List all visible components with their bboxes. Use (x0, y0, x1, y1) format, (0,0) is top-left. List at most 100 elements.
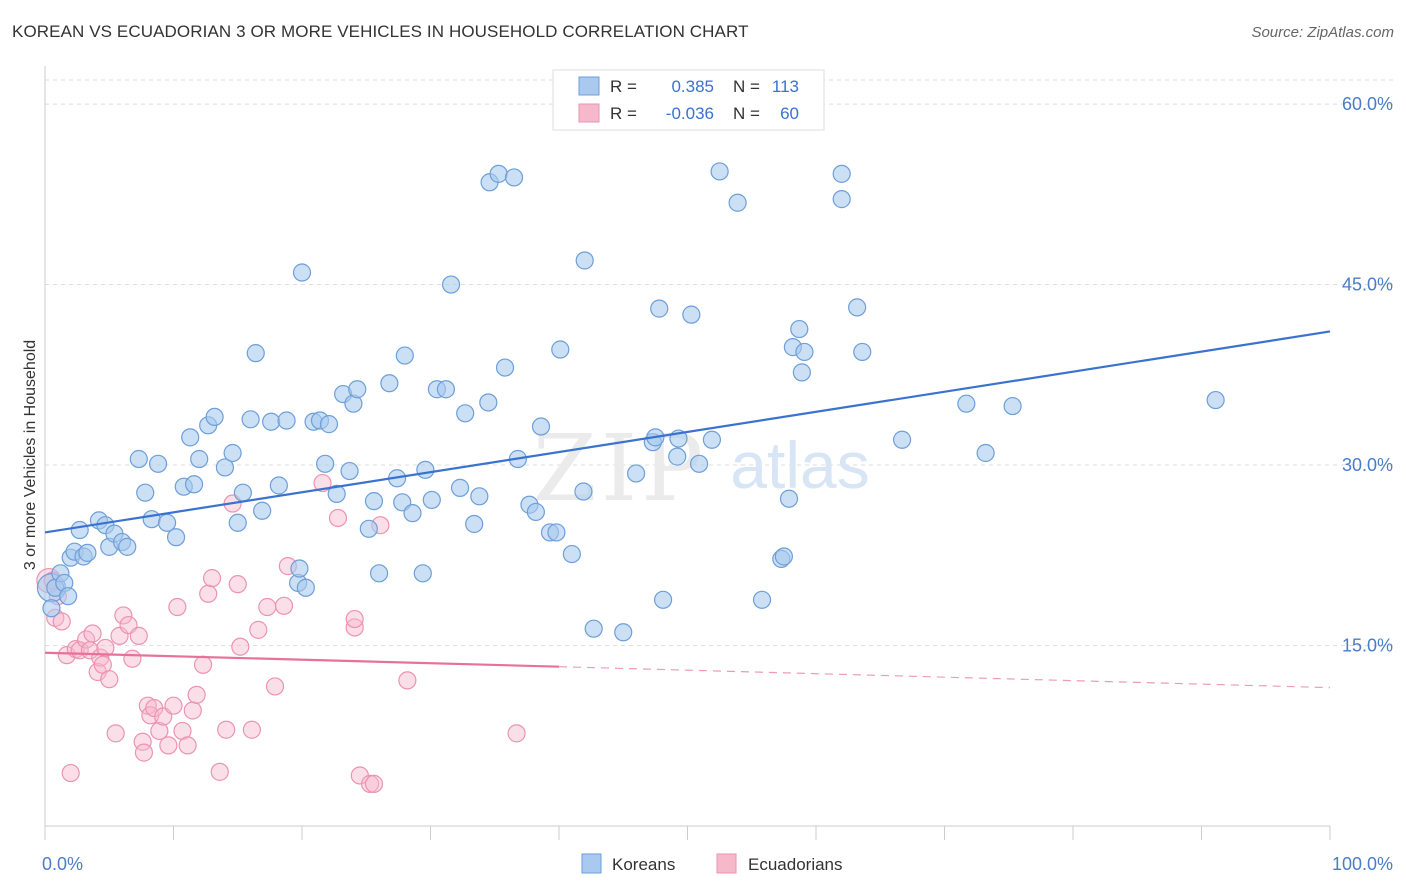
legend-koreans-r-label: R = (610, 77, 637, 96)
korean-point (59, 587, 78, 606)
korean-point (465, 514, 484, 534)
korean-point (359, 519, 378, 538)
korean-point (416, 460, 435, 479)
ecuadorian-point (114, 606, 133, 625)
korean-point (436, 380, 456, 399)
korean-point (413, 564, 432, 583)
korean-point (148, 454, 168, 473)
trendline-koreans (44, 330, 1331, 534)
ecuadorian-point (52, 612, 71, 631)
korean-point (441, 275, 461, 294)
source-note: Source: ZipAtlas.com (1251, 24, 1394, 41)
korean-point (526, 502, 545, 522)
ecuadorian-point (173, 721, 192, 741)
korean-point (290, 559, 309, 578)
korean-point (689, 454, 709, 473)
ecuadorian-point (242, 720, 261, 739)
ecuadorian-point (361, 774, 380, 793)
korean-point (118, 537, 137, 556)
korean-point (450, 478, 470, 497)
korean-point (142, 510, 161, 529)
korean-point (795, 342, 814, 362)
legend-series-ecuadorians-label: Ecuadorians (748, 855, 843, 874)
korean-point (470, 487, 489, 506)
korean-point (422, 490, 441, 510)
korean-point (779, 489, 799, 508)
ecuadorian-point (193, 655, 213, 674)
trendline-ecuadorians-dashed (558, 666, 1331, 689)
korean-point (233, 483, 252, 502)
korean-point (395, 346, 414, 365)
legend-koreans-swatch (578, 76, 600, 96)
korean-point (253, 501, 272, 520)
korean-point (269, 476, 288, 495)
ecuadorian-point (202, 569, 222, 588)
korean-point (327, 484, 346, 504)
ecuadorian-point (328, 508, 348, 528)
legend-ecuadorians-n-value: 60 (780, 104, 799, 123)
korean-point (976, 443, 995, 463)
korean-point (223, 443, 242, 463)
legend-ecuadorians-r-label: R = (610, 104, 637, 123)
korean-point (277, 411, 296, 430)
ecuadorian-point (178, 736, 197, 755)
korean-point (403, 504, 422, 523)
ecuadorian-point (123, 649, 142, 668)
korean-point (547, 523, 566, 542)
legend-koreans-r-value: 0.385 (671, 77, 714, 96)
korean-point (241, 410, 260, 429)
korean-point (129, 449, 148, 469)
korean-point (181, 428, 200, 447)
y-axis-label: 3 or more Vehicles in Household (22, 340, 39, 570)
korean-point (957, 394, 976, 413)
ecuadorian-point (150, 721, 169, 741)
korean-point (215, 458, 234, 477)
ecuadorian-point (265, 677, 285, 696)
ecuadorian-point (61, 763, 80, 783)
ecuadorian-point (228, 575, 247, 594)
ecuadorian-point (258, 597, 277, 617)
korean-point (489, 164, 508, 183)
korean-point (682, 305, 701, 324)
korean-point (668, 447, 687, 466)
trendline-ecuadorians-solid (44, 651, 560, 668)
korean-point (166, 528, 186, 547)
ecuadorian-point (96, 638, 115, 658)
ecuadorian-point (159, 736, 178, 755)
ecuadorian-point (100, 670, 119, 689)
ecuadorian-point (187, 685, 206, 704)
korean-point (626, 464, 646, 483)
korean-point (531, 417, 551, 436)
axes (44, 66, 1331, 840)
korean-point (319, 415, 339, 434)
chart-title: KOREAN VS ECUADORIAN 3 OR MORE VEHICLES … (12, 22, 749, 41)
korean-point (1003, 396, 1022, 416)
korean-point (551, 340, 570, 359)
ecuadorian-point (507, 724, 526, 743)
y-tick-label: 45.0% (1342, 275, 1393, 295)
korean-point (78, 543, 97, 562)
legend-koreans-n-label: N = (733, 77, 760, 96)
korean-point (574, 482, 593, 501)
korean-point (702, 430, 722, 449)
legend-ecuadorians-r-value: -0.036 (666, 104, 714, 123)
korean-point (42, 599, 61, 618)
x-tick-label: 0.0% (42, 854, 83, 874)
ecuadorian-point (168, 597, 187, 617)
korean-point (848, 298, 867, 317)
ecuadorian-point (83, 624, 102, 643)
korean-point (246, 344, 265, 363)
ecuadorian-point (274, 596, 294, 615)
ecuadorian-point (217, 720, 236, 739)
korean-point (136, 483, 155, 502)
korean-point (364, 492, 384, 511)
korean-point (650, 299, 669, 318)
ecuadorian-point (231, 637, 250, 656)
ecuadorian-point (106, 724, 125, 743)
ecuadorian-point (129, 626, 148, 645)
korean-point (832, 190, 851, 209)
korean-point (1206, 390, 1225, 410)
ecuadorian-point (345, 609, 364, 629)
ecuadorian-point (364, 774, 384, 793)
